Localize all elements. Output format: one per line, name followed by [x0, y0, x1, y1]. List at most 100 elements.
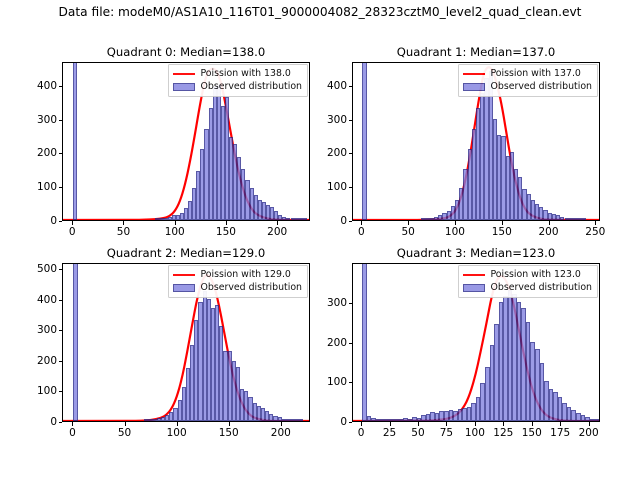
- histogram-bar: [233, 143, 238, 220]
- x-axis-tick-label: 150: [218, 427, 239, 439]
- y-axis-tick-mark: [348, 221, 352, 222]
- y-axis-tick-label: 300: [36, 113, 57, 126]
- histogram-bar: [525, 321, 531, 421]
- histogram-bar: [535, 203, 540, 220]
- histogram-bar: [518, 176, 523, 220]
- histogram-bar: [183, 207, 189, 220]
- subplot-quadrant-0: Quadrant 0: Median=138.0 Poission with 1…: [37, 45, 310, 238]
- histogram-bar: [556, 215, 561, 220]
- histogram-bar: [196, 170, 201, 220]
- y-axis-tick-mark: [58, 85, 62, 87]
- y-axis-tick-label: 300: [326, 296, 347, 309]
- histogram-bar: [185, 367, 191, 421]
- histogram-bar: [249, 187, 254, 220]
- histogram-bar: [544, 381, 549, 421]
- histogram-bar: [513, 168, 519, 220]
- x-axis-tick-mark: [228, 422, 230, 426]
- y-axis-tick-label: 0: [50, 416, 57, 428]
- histogram-bar: [160, 416, 166, 421]
- patch-swatch-icon: [463, 283, 486, 292]
- x-axis-tick-mark: [389, 422, 391, 426]
- histogram-bar: [171, 214, 176, 220]
- y-axis-tick-mark: [58, 153, 62, 155]
- histogram-bar: [231, 361, 236, 421]
- histogram-bar: [380, 419, 385, 421]
- histogram-bar: [165, 414, 170, 421]
- x-axis-tick-mark: [417, 422, 419, 426]
- histogram-bar: [277, 417, 282, 421]
- histogram-bar: [245, 180, 250, 220]
- x-axis-tick-mark: [503, 422, 505, 426]
- histogram-bar: [501, 136, 506, 220]
- x-axis-tick-mark: [280, 422, 282, 426]
- histogram-bar: [227, 351, 232, 421]
- y-axis-tick-label: 0: [50, 215, 57, 227]
- histogram-bar: [155, 218, 160, 220]
- x-axis-tick-label: 50: [116, 226, 131, 238]
- legend-row-observed: Observed distribution: [173, 81, 302, 94]
- x-axis-tick-label: 50: [117, 427, 132, 439]
- legend-label-poisson: Poission with 137.0: [490, 68, 581, 79]
- histogram-bar: [362, 63, 367, 220]
- subplot-quadrant-1: Quadrant 1: Median=137.0 Poission with 1…: [327, 45, 605, 238]
- x-axis-tick-label: 100: [464, 427, 485, 439]
- histogram-bar: [294, 419, 299, 421]
- histogram-bar: [281, 418, 286, 421]
- x-axis-tick-label: 200: [267, 226, 288, 238]
- histogram-bar: [572, 218, 578, 220]
- y-axis-tick-mark: [58, 299, 62, 301]
- histogram-bar: [543, 209, 548, 220]
- histogram-bar: [429, 217, 434, 220]
- histogram-bar: [530, 341, 535, 421]
- histogram-bar: [480, 383, 485, 421]
- line-swatch-icon: [463, 73, 486, 76]
- x-axis-tick-label: 0: [358, 226, 365, 238]
- histogram-bar: [530, 199, 535, 220]
- histogram-bar: [260, 408, 266, 421]
- legend-row-observed: Observed distribution: [463, 282, 592, 295]
- histogram-bar: [177, 399, 182, 421]
- histogram-bar: [298, 218, 303, 220]
- y-axis-tick-label: 400: [36, 79, 57, 92]
- x-axis-tick-mark: [123, 221, 125, 225]
- x-axis-tick-mark: [72, 422, 74, 426]
- histogram-bar: [163, 217, 168, 220]
- histogram-bar: [229, 137, 234, 220]
- legend: Poission with 123.0 Observed distributio…: [458, 265, 598, 299]
- histogram-bar: [220, 105, 225, 220]
- x-axis-tick-mark: [72, 221, 74, 225]
- histogram-bar: [526, 193, 531, 220]
- histogram-bar: [439, 411, 444, 421]
- y-axis-tick-label: 100: [326, 376, 347, 389]
- legend-row-poisson: Poission with 138.0: [173, 68, 302, 81]
- histogram-bar: [198, 301, 203, 421]
- histogram-bar: [252, 402, 257, 421]
- histogram-bar: [241, 168, 246, 220]
- histogram-bar: [521, 307, 526, 421]
- subplot-title: Quadrant 2: Median=129.0: [106, 246, 266, 260]
- histogram-bar: [571, 409, 576, 421]
- subplot-quadrant-3: Quadrant 3: Median=123.0 Poission with 1…: [327, 246, 600, 439]
- x-axis-tick-mark: [361, 422, 363, 426]
- histogram-bar: [450, 206, 455, 220]
- x-axis-tick-label: 0: [357, 427, 365, 439]
- histogram-bar: [366, 416, 372, 421]
- x-axis-tick-label: 100: [164, 226, 185, 238]
- histogram-bar: [256, 405, 261, 421]
- y-axis-tick-mark: [58, 391, 62, 393]
- x-axis-tick-label: 0: [68, 226, 76, 238]
- histogram-bar: [551, 213, 557, 220]
- y-axis-tick-label: 0: [340, 215, 347, 227]
- y-axis-tick-mark: [58, 187, 62, 189]
- histogram-bar: [516, 301, 522, 421]
- x-axis-tick-mark: [588, 422, 590, 426]
- histogram-bar: [192, 187, 197, 220]
- histogram-bar: [73, 63, 78, 220]
- histogram-bar: [194, 320, 199, 421]
- x-axis-tick-label: 200: [578, 427, 599, 439]
- legend-label-observed: Observed distribution: [490, 281, 592, 293]
- y-axis-tick-label: 200: [326, 336, 347, 349]
- legend-label-observed: Observed distribution: [200, 80, 302, 92]
- x-axis-tick-label: 50: [411, 427, 425, 439]
- histogram-bar: [208, 108, 213, 220]
